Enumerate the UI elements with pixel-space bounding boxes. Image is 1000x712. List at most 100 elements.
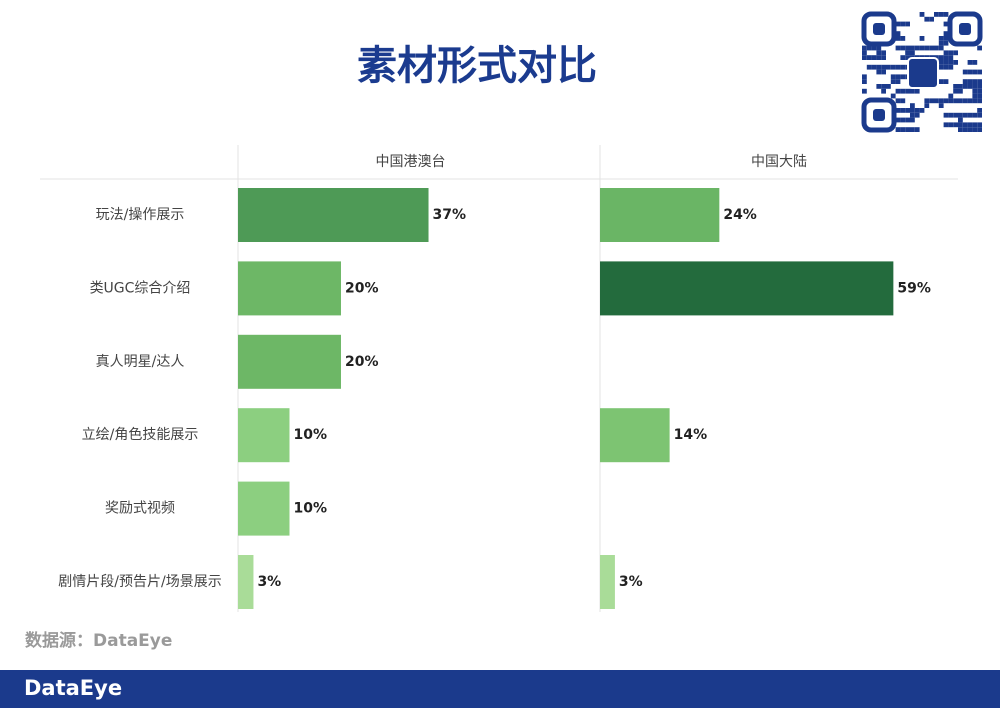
qr-cell (943, 36, 949, 41)
qr-cell (876, 55, 882, 60)
qr-cell (919, 12, 925, 17)
qr-cell (938, 45, 944, 51)
qr-cell (910, 127, 915, 132)
panel-title: 中国大陆 (751, 154, 807, 170)
qr-cell (910, 103, 915, 108)
qr-cell (919, 36, 925, 41)
qr-cell (943, 50, 949, 56)
qr-eye (861, 11, 897, 47)
qr-cell (938, 60, 944, 65)
qr-cell (962, 69, 968, 75)
qr-cell (900, 74, 906, 80)
qr-cell (938, 40, 944, 46)
qr-cell (900, 98, 906, 104)
qr-cell (862, 55, 867, 60)
qr-cell (895, 74, 901, 80)
qr-cell (900, 88, 906, 94)
qr-cell (943, 122, 949, 128)
qr-cell (938, 64, 944, 70)
qr-cell (958, 117, 963, 123)
panel-title: 中国港澳台 (376, 154, 446, 170)
qr-cell (972, 127, 978, 132)
bar (238, 481, 290, 536)
qr-cell (895, 21, 901, 27)
qr-cell (929, 98, 934, 104)
qr-cell (972, 84, 978, 89)
footer-logo: DataEye (24, 676, 122, 700)
qr-cell (943, 12, 949, 17)
qr-cell (914, 88, 920, 94)
qr-cell (905, 55, 910, 60)
qr-cell (953, 122, 958, 128)
qr-cell (876, 50, 882, 56)
qr-cell (943, 112, 949, 118)
bar (600, 555, 615, 609)
bar (238, 334, 341, 389)
qr-cell (958, 88, 963, 94)
qr-cell (948, 112, 954, 118)
qr-cell (876, 69, 882, 75)
qr-cell (967, 127, 973, 132)
value-label: 10% (293, 427, 327, 443)
qr-cell (914, 45, 920, 51)
qr-cell (938, 79, 944, 84)
qr-cell (967, 122, 973, 128)
qr-cell (958, 98, 963, 104)
qr-cell (953, 88, 958, 94)
qr-cell (967, 84, 973, 89)
qr-eye (959, 23, 971, 35)
qr-cell (886, 84, 891, 89)
qr-cell (895, 31, 901, 36)
qr-cell (924, 103, 930, 108)
qr-cell (972, 69, 978, 75)
category-label: 玩法/操作展示 (96, 207, 185, 223)
qr-cell (895, 79, 901, 84)
qr-cell (866, 45, 872, 51)
qr-cell (977, 69, 982, 75)
qr-cell (943, 79, 949, 84)
qr-cell (881, 88, 886, 94)
qr-cell (910, 50, 915, 56)
value-label: 20% (345, 280, 379, 296)
qr-cell (977, 112, 982, 118)
bar (600, 188, 720, 242)
value-label: 3% (257, 574, 281, 590)
bar (238, 261, 341, 316)
qr-cell (871, 64, 877, 70)
qr-cell (895, 98, 901, 104)
qr-cell (972, 60, 978, 65)
qr-cell (953, 112, 958, 118)
qr-cell (910, 88, 915, 94)
qr-cell (866, 55, 872, 60)
qr-cell (962, 112, 968, 118)
qr-cell (895, 36, 901, 41)
qr-cell (871, 45, 877, 51)
qr-cell (919, 108, 925, 113)
qr-cell (914, 127, 920, 132)
qr-cell (938, 12, 944, 17)
qr-cell (900, 117, 906, 123)
qr-cell (943, 64, 949, 70)
qr-cell (895, 45, 901, 51)
qr-cell (905, 127, 910, 132)
qr-logo (907, 57, 939, 89)
qr-cell (929, 16, 934, 22)
bar (600, 408, 670, 463)
bar (600, 261, 894, 316)
qr-cell (871, 55, 877, 60)
qr-cell (910, 45, 915, 51)
qr-cell (943, 60, 949, 65)
qr-cell (977, 98, 982, 104)
qr-cell (905, 117, 910, 123)
value-label: 20% (345, 354, 379, 370)
category-label: 真人明星/达人 (96, 354, 185, 370)
value-label: 59% (897, 280, 931, 296)
qr-cell (876, 64, 882, 70)
qr-cell (910, 117, 915, 123)
category-label: 奖励式视频 (105, 500, 175, 517)
value-label: 10% (293, 501, 327, 517)
bar (238, 408, 290, 463)
qr-cell (881, 55, 886, 60)
qr-cell (958, 122, 963, 128)
